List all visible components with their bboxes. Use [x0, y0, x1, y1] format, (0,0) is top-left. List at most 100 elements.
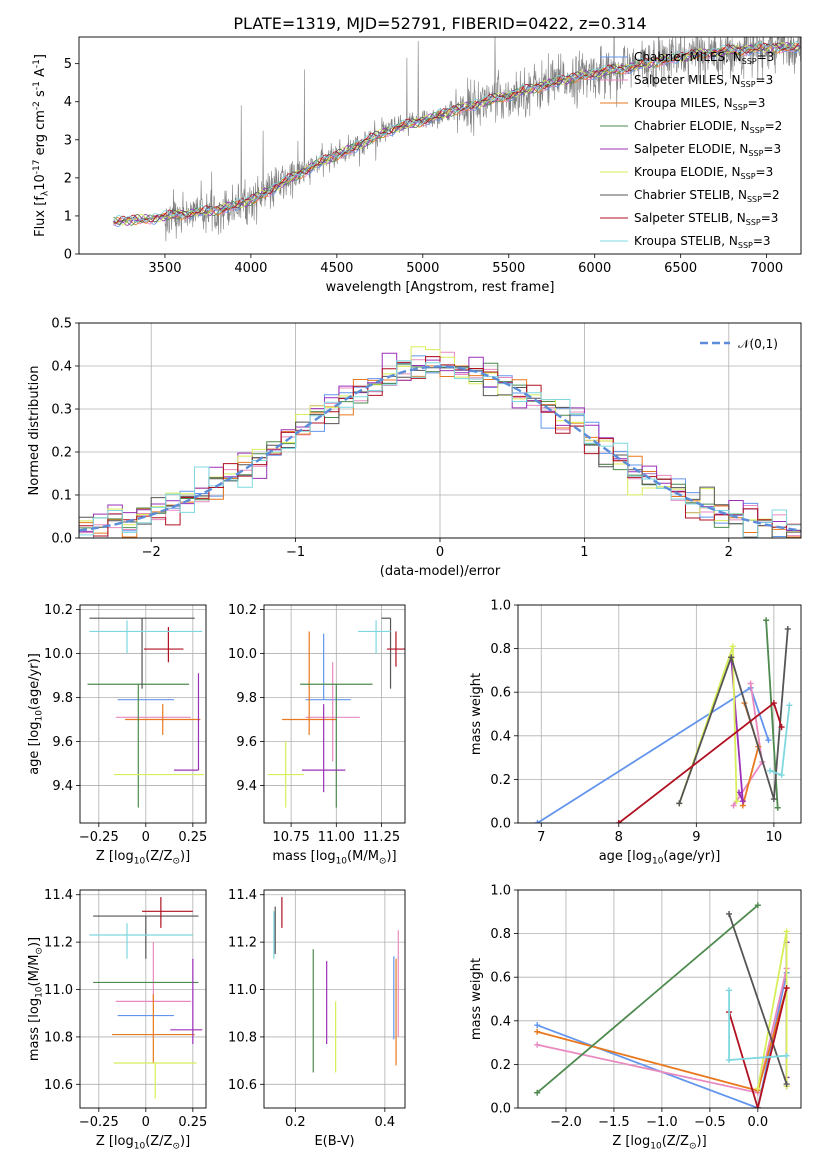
- age-vs-metallicity-panel: −0.25 0 0.25 9.4 9.6 9.8 10.0 10.2 Z [log10​(Z/Z…: [27, 603, 207, 866]
- data-point-marker: [778, 724, 785, 731]
- x-axis-label: (data-model)/error: [380, 564, 501, 579]
- chart-title: PLATE=1319, MJD=52791, FIBERID=0422, z=0…: [233, 14, 646, 33]
- data-point-marker: [783, 1081, 790, 1088]
- x-tick-label: 7000: [750, 261, 783, 276]
- histogram-kroupa_stelib: [79, 360, 801, 538]
- legend-label: Chabrier ELODIE, NSSP​=2: [634, 119, 782, 135]
- y-tick-label: 0.3: [51, 403, 72, 418]
- data-point-marker: [766, 767, 773, 774]
- x-axis-label: E(B-V): [314, 1134, 354, 1149]
- x-tick-label: 8: [615, 830, 623, 845]
- data-point-marker: [534, 1022, 541, 1029]
- data-point-marker: [726, 1057, 733, 1064]
- x-tick-label: −1.0: [646, 1115, 678, 1130]
- y-tick-label: 9.4: [52, 779, 73, 794]
- x-tick-label: 4000: [234, 261, 267, 276]
- x-tick-label: 0.25: [178, 1115, 207, 1130]
- data-point-marker: [534, 1089, 541, 1096]
- x-tick-label: 0.4: [375, 1115, 396, 1130]
- x-tick-label: 10.75: [273, 830, 310, 845]
- data-point-marker: [726, 910, 733, 917]
- y-tick-label: 0.4: [490, 729, 511, 744]
- x-tick-label: 0: [142, 1115, 150, 1130]
- x-tick-label: 6500: [664, 261, 697, 276]
- legend-label: 𝒩(0,1): [738, 337, 778, 351]
- mass-weight-line-chabrier_elodie: [536, 904, 759, 1094]
- y-tick-label: 0.6: [490, 971, 511, 986]
- data-point-marker: [534, 820, 541, 823]
- data-point-marker: [726, 987, 733, 994]
- x-tick-label: 9: [692, 830, 700, 845]
- mass-weight-vs-metallicity-panel: −2.0 −1.5 −1.0 −0.5 0.0 0.0 0.2 0.4 0.6 0.8 1.0 Z […: [469, 884, 802, 1151]
- y-tick-label: 0.4: [51, 360, 72, 375]
- x-axis-label: Z [log10​(Z/Z⊙​)]: [612, 1134, 706, 1151]
- data-point-marker: [754, 1105, 761, 1108]
- x-tick-label: 1: [580, 545, 588, 560]
- age-vs-mass-panel: 10.75 11.00 11.25 9.4 9.6 9.8 10.0 10.2 mass [lo…: [228, 603, 406, 866]
- axes-frame: [79, 604, 207, 824]
- data-point-marker: [783, 928, 790, 935]
- y-tick-label: 11.4: [44, 888, 73, 903]
- data-point-marker: [783, 1052, 790, 1059]
- y-tick-label: 0: [64, 248, 72, 263]
- y-tick-label: 1.0: [490, 599, 511, 614]
- y-tick-label: 11.0: [44, 983, 73, 998]
- x-tick-label: −0.25: [79, 830, 119, 845]
- axes-frame: [517, 604, 802, 824]
- x-tick-label: −2.0: [550, 1115, 582, 1130]
- plot-area: [273, 897, 399, 1073]
- data-point-marker: [765, 737, 772, 744]
- x-tick-label: 0.0: [747, 1115, 768, 1130]
- x-axis-label: Z [log10​(Z/Z⊙​)]: [96, 1134, 190, 1151]
- x-axis-label: wavelength [Angstrom, rest frame]: [326, 280, 555, 295]
- data-point-marker: [786, 702, 793, 709]
- x-axis-label: Z [log10​(Z/Z⊙​)]: [96, 849, 190, 866]
- x-tick-label: 6000: [578, 261, 611, 276]
- y-tick-label: 3: [64, 133, 72, 148]
- data-point-marker: [770, 796, 777, 803]
- y-tick-label: 10.8: [44, 1030, 73, 1045]
- y-tick-label: 10.6: [228, 1078, 257, 1093]
- x-tick-label: 0.2: [285, 1115, 306, 1130]
- x-axis-label: mass [log10​(M/M⊙​)]: [272, 849, 396, 866]
- data-point-marker: [676, 800, 683, 807]
- data-point-marker: [763, 617, 770, 624]
- plot-area: [534, 902, 790, 1108]
- y-tick-label: 10.0: [44, 647, 73, 662]
- y-tick-label: 0.0: [51, 532, 72, 547]
- data-point-marker: [730, 802, 737, 809]
- mass-weight-line-salpeter_stelib: [618, 701, 783, 823]
- y-tick-label: 0.8: [490, 642, 511, 657]
- x-tick-label: −2: [142, 545, 161, 560]
- x-tick-label: 5000: [406, 261, 439, 276]
- data-point-marker: [739, 798, 746, 805]
- y-tick-label: 0.2: [51, 446, 72, 461]
- y-tick-label: 0.8: [490, 927, 511, 942]
- y-axis-label: mass weight: [469, 958, 484, 1040]
- x-tick-label: 11.00: [318, 830, 355, 845]
- x-tick-label: 4500: [320, 261, 353, 276]
- y-axis-label: Flux [fλ​10-17​ erg cm-2​ s-1​ A-1​]: [32, 54, 50, 237]
- legend-label: Kroupa ELODIE, NSSP​=3: [634, 165, 773, 181]
- mass-weight-line-chabrier_stelib: [678, 628, 789, 804]
- legend-label: Chabrier STELIB, NSSP​=2: [634, 188, 780, 204]
- y-tick-label: 0.1: [51, 489, 72, 504]
- spectrum-panel: 3500 4000 4500 5000 5500 6000 6500 7000 0 1 2 3 4 5 wa…: [32, 14, 802, 295]
- data-point-marker: [534, 1028, 541, 1035]
- legend-label: Salpeter MILES, NSSP​=3: [634, 73, 773, 89]
- axes-frame: [263, 889, 406, 1109]
- data-point-marker: [733, 798, 740, 805]
- model-spectrum-salpeter_elodie: [113, 42, 801, 226]
- y-tick-label: 9.6: [236, 735, 257, 750]
- x-tick-label: 11.25: [363, 830, 400, 845]
- y-tick-label: 10.2: [228, 603, 257, 618]
- data-point-marker: [774, 804, 781, 811]
- y-tick-label: 5: [64, 57, 72, 72]
- mass-weight-line-chabrier_miles: [536, 972, 788, 1108]
- y-axis-label: age [log10​(age/yr)]: [27, 653, 44, 775]
- axes-frame: [263, 604, 406, 824]
- y-tick-label: 0.0: [490, 817, 511, 832]
- model-spectrum-salpeter_stelib: [113, 42, 801, 224]
- data-point-marker: [783, 985, 790, 992]
